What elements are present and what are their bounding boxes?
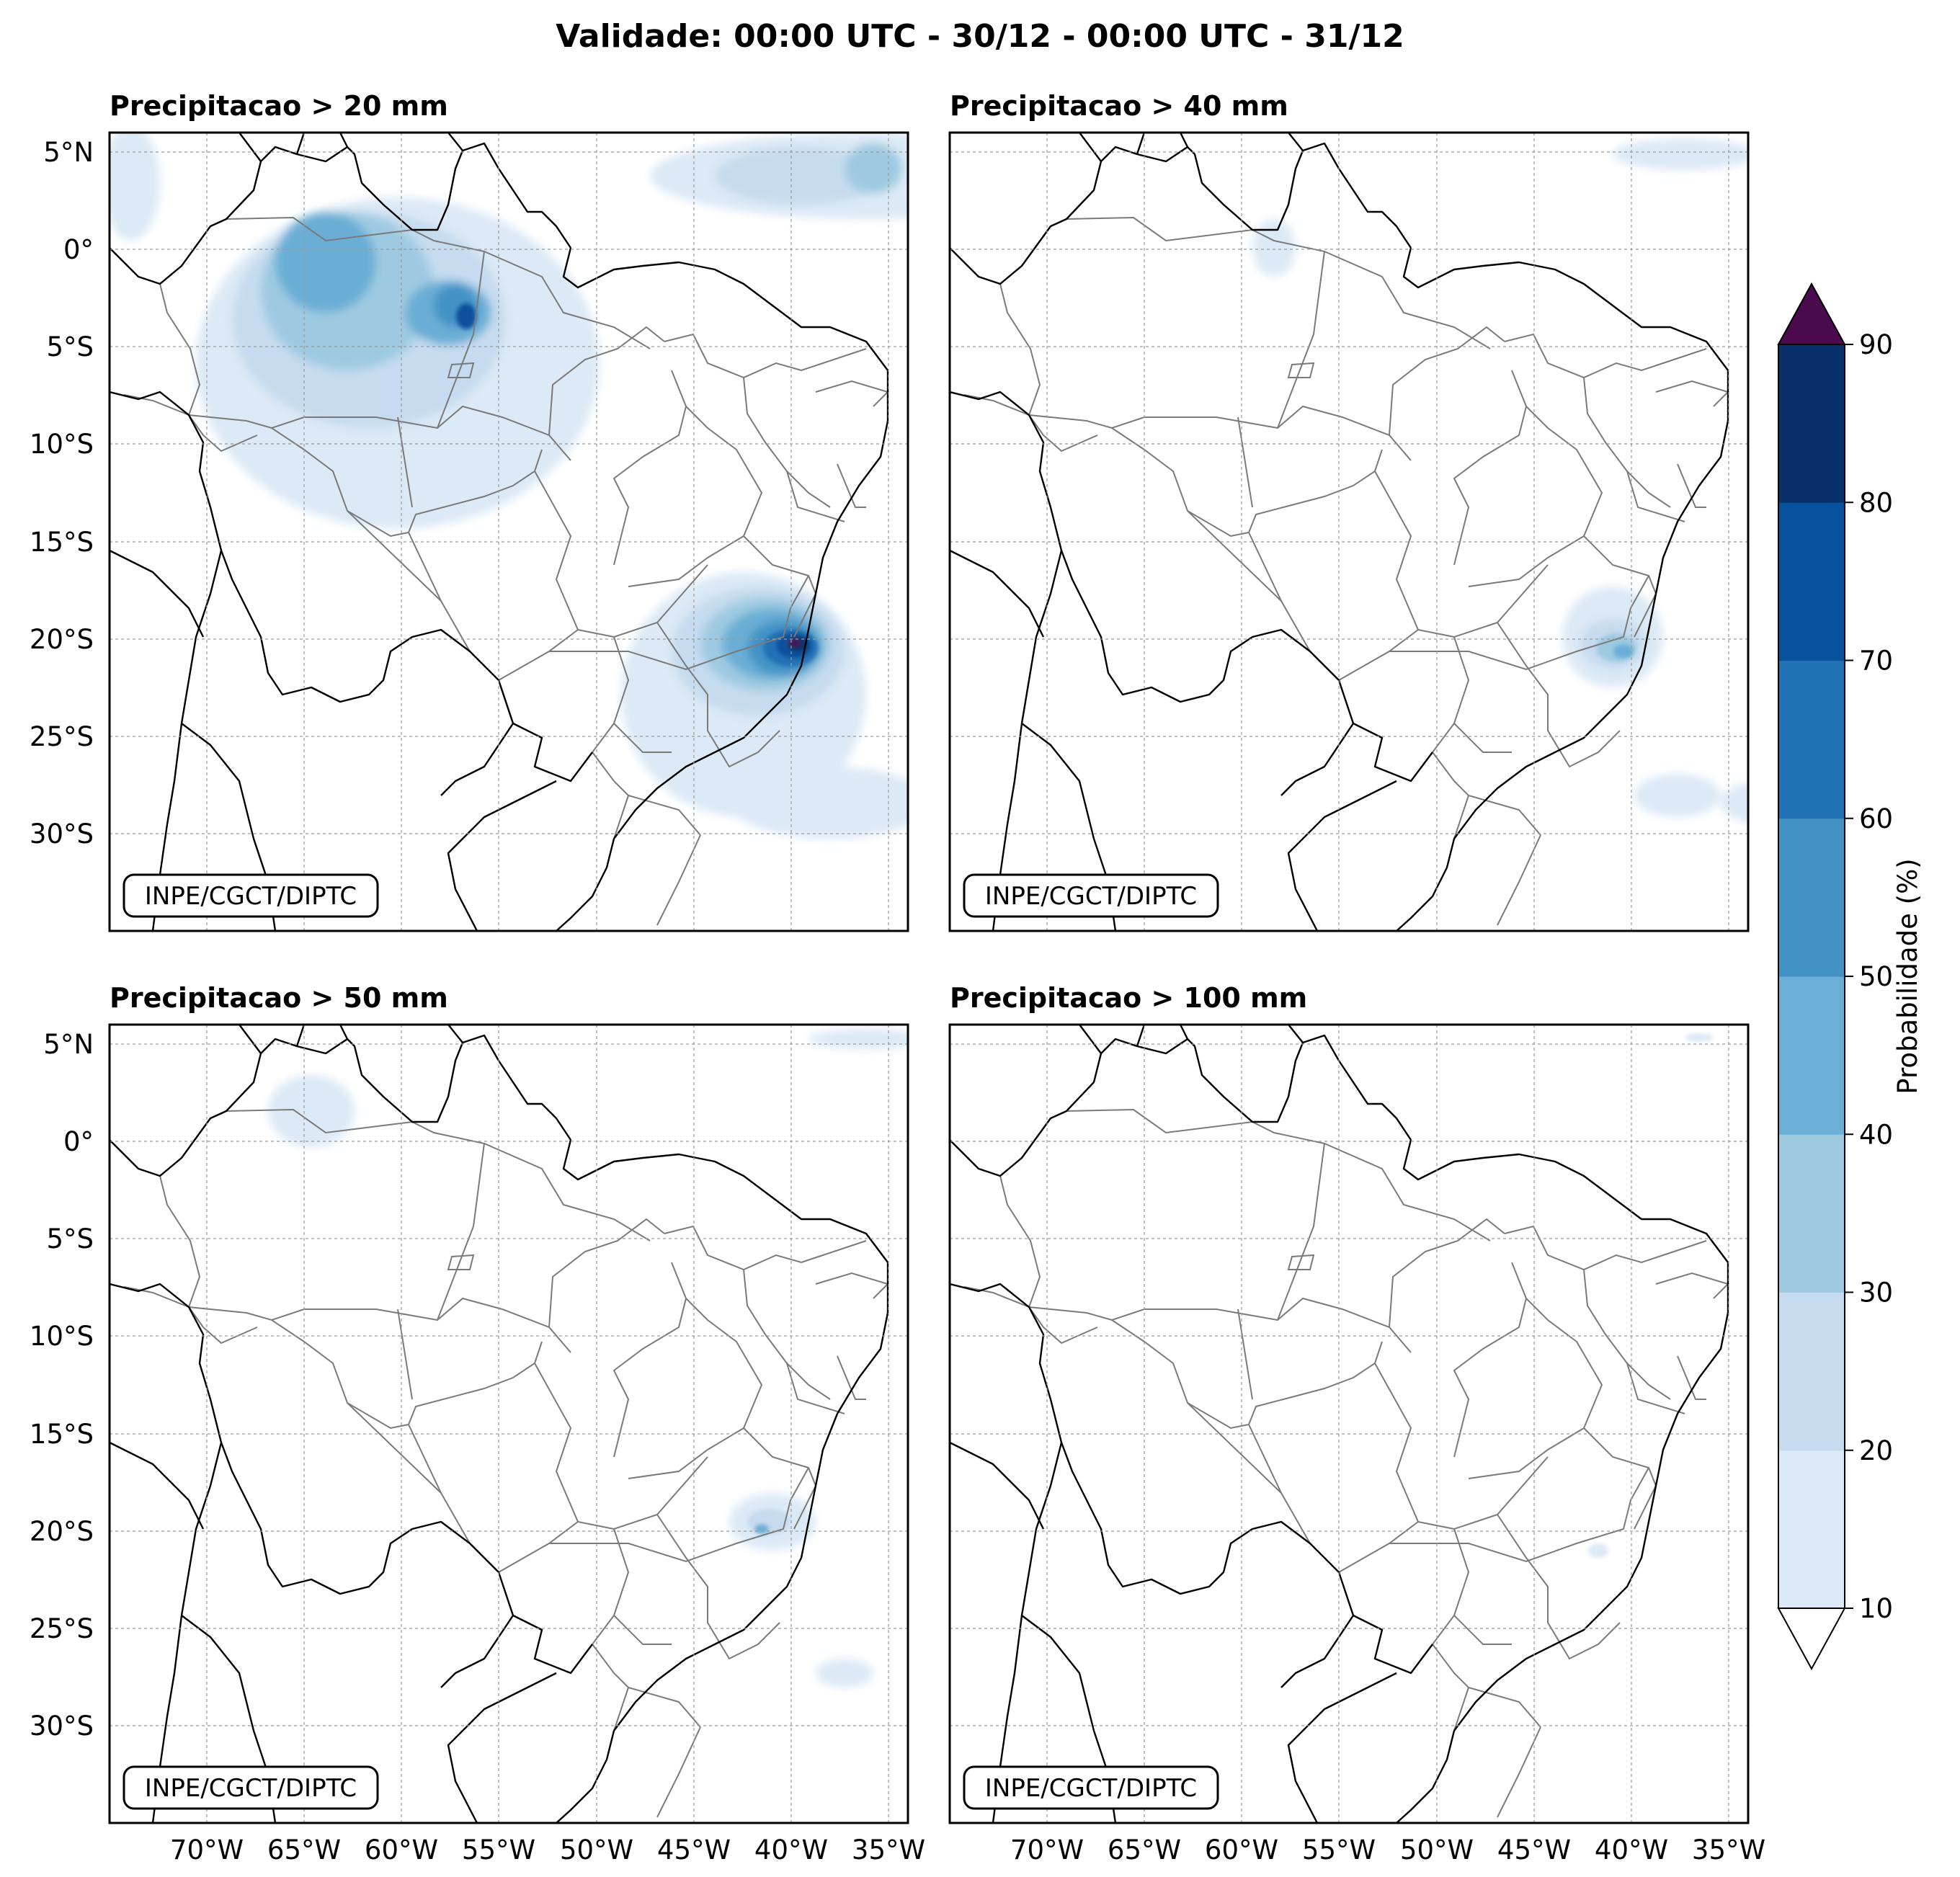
colorbar-over-triangle [1777,282,1846,345]
lat-tick: 0° [63,1126,94,1157]
credit-box [963,873,1219,918]
credit-text: INPE/CGCT/DIPTC [145,1774,357,1803]
lon-tick: 40°W [754,1834,828,1865]
lat-tick: 30°S [30,819,94,850]
colorbar-cell [1778,1450,1845,1609]
lat-tick-labels: 5°N 0° 5°S 10°S 15°S 20°S 25°S 30°S [30,1029,94,1742]
lat-tick: 25°S [30,1613,94,1644]
colorbar-tick: 80 [1859,487,1893,518]
map-panel-20mm: Precipitacao > 20 mm [30,90,909,932]
credit-box [122,873,379,918]
colorbar-tick: 60 [1859,803,1893,834]
lat-tick: 5°N [43,137,94,168]
lon-tick: 55°W [1302,1834,1376,1865]
colorbar-tick: 70 [1859,646,1893,677]
graticule [110,133,908,931]
lon-tick: 60°W [1205,1834,1278,1865]
probability-field [268,1029,908,1687]
map-panel-40mm: Precipitacao > 40 mm [948,90,1750,932]
credit-box [963,1765,1219,1810]
colorbar-cell [1778,818,1845,977]
lon-tick: 50°W [1400,1834,1474,1865]
colorbar-tick: 50 [1859,961,1893,992]
map-panel-50mm: Precipitacao > 50 mm [30,982,925,1865]
lat-tick: 10°S [30,1321,94,1352]
lat-tick: 20°S [30,1516,94,1547]
lon-tick: 50°W [560,1834,633,1865]
credit-text: INPE/CGCT/DIPTC [145,882,357,911]
credit-text: INPE/CGCT/DIPTC [985,882,1197,911]
colorbar-cell [1778,660,1845,819]
credit-box [122,1765,379,1810]
lon-tick: 40°W [1595,1834,1668,1865]
lon-tick: 45°W [657,1834,731,1865]
lat-tick: 15°S [30,1419,94,1450]
lon-tick: 60°W [365,1834,438,1865]
colorbar: 10 20 30 40 50 60 70 80 90 Probabilidade (%) [1777,282,1923,1671]
credit-text: INPE/CGCT/DIPTC [985,1774,1197,1803]
lat-tick-labels: 5°N 0° 5°S 10°S 15°S 20°S 25°S 30°S [30,137,94,850]
panel-title: Precipitacao > 50 mm [110,982,448,1014]
lon-tick: 65°W [1108,1834,1181,1865]
lon-tick: 45°W [1497,1834,1571,1865]
panel-title: Precipitacao > 40 mm [950,90,1288,122]
panel-title: Precipitacao > 20 mm [110,90,448,122]
colorbar-cell [1778,502,1845,661]
graticule [950,1025,1748,1823]
lat-tick: 10°S [30,429,94,460]
lon-tick-labels: 70°W 65°W 60°W 55°W 50°W 45°W 40°W 35°W [170,1834,925,1865]
lon-tick: 55°W [462,1834,535,1865]
lat-tick: 5°S [46,331,94,362]
colorbar-tick-labels: 10 20 30 40 50 60 70 80 90 [1845,329,1893,1624]
lat-tick: 0° [63,234,94,265]
probability-field [1252,138,1748,823]
graticule [950,133,1748,931]
lat-tick: 20°S [30,624,94,655]
lat-tick: 5°N [43,1029,94,1060]
lon-tick: 65°W [267,1834,341,1865]
colorbar-tick: 10 [1859,1593,1893,1624]
lon-tick: 35°W [1692,1834,1765,1865]
lat-tick: 15°S [30,527,94,558]
lat-tick: 30°S [30,1711,94,1742]
probability-field [1588,1033,1714,1558]
colorbar-label: Probabilidade (%) [1892,858,1923,1094]
figure-title: Validade: 00:00 UTC - 30/12 - 00:00 UTC … [556,18,1404,55]
map-panel-100mm: Precipitacao > 100 mm [948,982,1765,1865]
lat-tick: 25°S [30,721,94,752]
lon-tick: 70°W [170,1834,244,1865]
colorbar-tick: 20 [1859,1435,1893,1466]
panel-title: Precipitacao > 100 mm [950,982,1307,1014]
colorbar-under-triangle [1777,1608,1846,1671]
lon-tick: 70°W [1010,1834,1084,1865]
lat-tick: 5°S [46,1223,94,1254]
colorbar-tick: 40 [1859,1119,1893,1150]
lon-tick-labels: 70°W 65°W 60°W 55°W 50°W 45°W 40°W 35°W [1010,1834,1765,1865]
colorbar-cells [1778,344,1845,1609]
graticule [110,1025,908,1823]
colorbar-cell [1778,1292,1845,1451]
colorbar-cell [1778,1134,1845,1293]
colorbar-tick: 30 [1859,1278,1893,1308]
colorbar-cell [1778,976,1845,1135]
colorbar-tick: 90 [1859,329,1893,360]
lon-tick: 35°W [852,1834,925,1865]
colorbar-cell [1778,344,1845,503]
